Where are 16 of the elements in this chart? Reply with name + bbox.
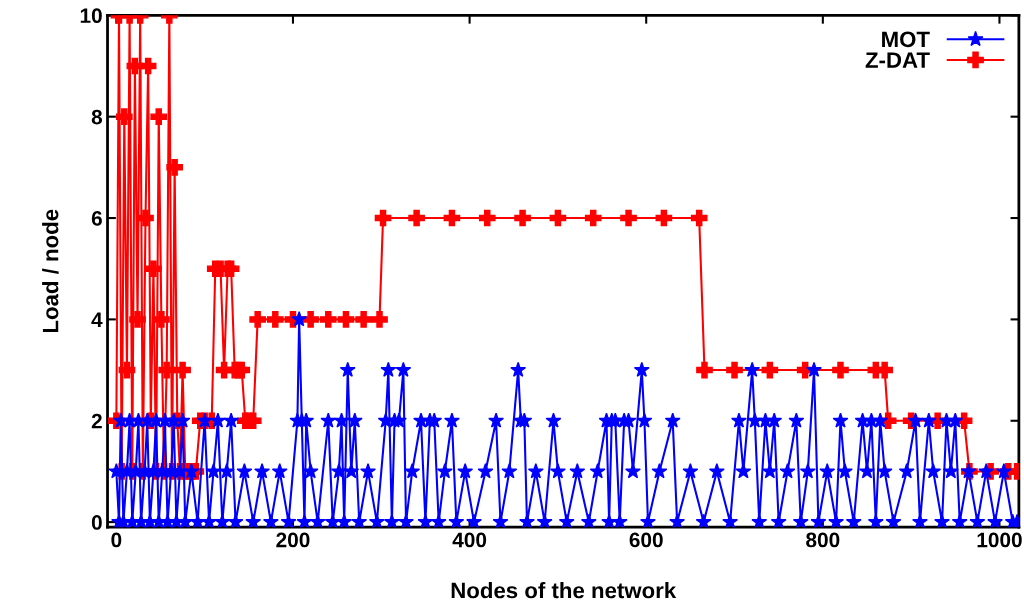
x-tick-label: 0 [111,532,122,548]
y-axis-title: Load / node [42,209,59,333]
legend-label: MOT [882,31,930,48]
y-tick-label: 4 [91,312,103,327]
x-tick-label: 200 [276,532,310,548]
y-tick-label: 2 [91,413,102,429]
x-tick-label: 800 [806,532,840,548]
y-tick-label: 6 [91,211,102,226]
legend-label: Z-DAT [865,52,930,68]
y-tick-label: 8 [91,109,103,125]
y-tick-label: 0 [91,515,102,530]
x-tick-label: 1000 [977,532,1022,548]
y-tick-label: 10 [80,8,102,24]
x-tick-label: 600 [629,532,663,548]
x-axis-title: Nodes of the network [451,582,677,599]
x-tick-label: 400 [452,532,487,548]
